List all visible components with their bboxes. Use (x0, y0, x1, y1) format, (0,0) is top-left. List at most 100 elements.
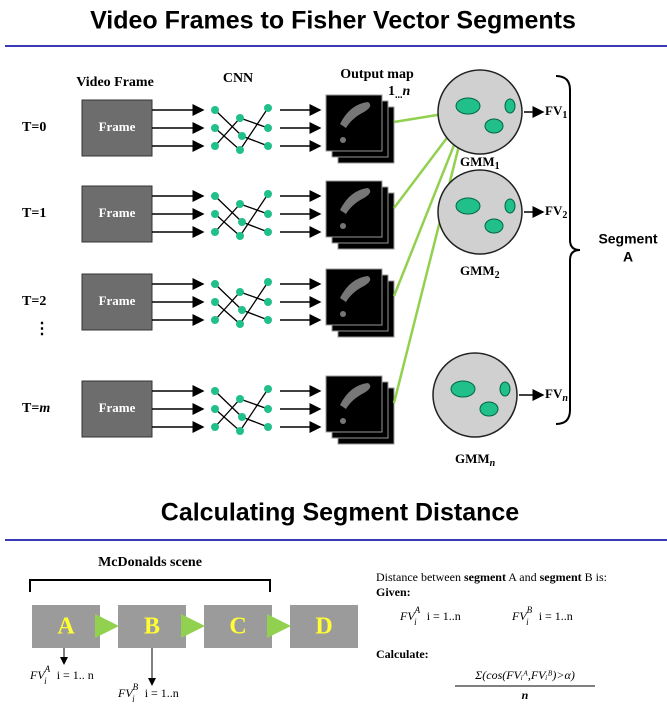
fv-expression: FVBii = 1..n (511, 605, 573, 627)
fv-range: i = 1..n (427, 609, 461, 623)
frame-label: Frame (99, 205, 136, 220)
cnn-node (211, 387, 219, 395)
cnn-node (211, 192, 219, 200)
cnn-node (264, 278, 272, 286)
fv-label: FV2 (545, 203, 567, 221)
time-prefix: T= (22, 294, 39, 309)
map (326, 376, 382, 432)
distance-part: segment (540, 570, 582, 584)
cnn-node (211, 280, 219, 288)
fv-sub: i (526, 617, 529, 627)
cnn-node (238, 306, 246, 314)
map (326, 181, 382, 237)
cnn-edge (240, 204, 268, 214)
gaussian (485, 219, 503, 233)
fv-base: FV (545, 203, 563, 218)
time-index: m (39, 401, 50, 416)
segment-label: Segment (598, 231, 657, 247)
time-prefix: T= (22, 206, 39, 221)
cnn-node (211, 423, 219, 431)
bracket (556, 76, 580, 424)
ellipsis: ⋮ (34, 321, 50, 338)
time-prefix: T= (22, 120, 39, 135)
time-label: T=m (22, 401, 50, 416)
cnn-node (264, 190, 272, 198)
fv-sub: i (44, 676, 47, 686)
gaussian (500, 382, 510, 396)
cnn-node (264, 385, 272, 393)
fv-sub: 2 (562, 210, 567, 221)
gaussian (485, 119, 503, 133)
cnn-node (236, 232, 244, 240)
cnn-node (236, 146, 244, 154)
time-label: T=2 (22, 294, 46, 309)
title: Calculating Segment Distance (161, 499, 520, 527)
cnn-node (264, 316, 272, 324)
cnn-node (238, 218, 246, 226)
cnn-edge (240, 399, 268, 409)
cnn-node (236, 395, 244, 403)
cnn-edge (240, 292, 268, 302)
time-label: T=1 (22, 206, 46, 221)
header: CNN (223, 71, 253, 86)
fv-range: i = 1..n (145, 686, 179, 700)
formula: Σ(cos(FVᵢᴬ,FVᵢᴮ)>α) (474, 668, 575, 682)
cnn-node (264, 228, 272, 236)
gaussian (451, 381, 475, 397)
time-index: 1 (39, 206, 46, 221)
time-index: 0 (39, 120, 46, 135)
gmm-label: GMMn (455, 451, 496, 469)
title: Video Frames to Fisher Vector Segments (90, 7, 576, 35)
cnn-node (236, 320, 244, 328)
cnn-node (264, 298, 272, 306)
distance-part: B is: (582, 570, 607, 584)
map-blob (340, 418, 346, 424)
distance-part: A and (506, 570, 540, 584)
block-label: C (229, 614, 246, 640)
gaussian (480, 402, 498, 416)
time-label: T=0 (22, 120, 46, 135)
gmm-base: GMM (460, 154, 495, 169)
fv-sup: A (414, 605, 421, 615)
cnn-node (236, 114, 244, 122)
distance-part: segment (464, 570, 506, 584)
map-blob (340, 137, 346, 143)
fv-sub: n (562, 393, 568, 404)
frame-label: Frame (99, 293, 136, 308)
gaussian (505, 99, 515, 113)
diagram: Video Frames to Fisher Vector Segments V… (0, 0, 667, 707)
gmm-base: GMM (460, 263, 495, 278)
gmm-sub: n (490, 458, 496, 469)
cnn-node (264, 142, 272, 150)
fv-label: FV1 (545, 103, 567, 121)
cnn-node (211, 228, 219, 236)
gaussian (456, 198, 480, 214)
cnn-node (211, 210, 219, 218)
segment-label: A (623, 249, 633, 265)
cnn-node (211, 405, 219, 413)
cnn-node (211, 142, 219, 150)
cnn-node (264, 405, 272, 413)
fv-expression: FVAii = 1.. n (29, 664, 94, 686)
distance-text: Distance between segment A and segment B… (376, 570, 607, 584)
fv-sub: i (132, 694, 135, 704)
fv-range: i = 1.. n (57, 668, 94, 682)
cnn-node (264, 124, 272, 132)
time-prefix: T= (22, 401, 39, 416)
scene-bracket (30, 580, 270, 592)
cnn-node (264, 104, 272, 112)
map-blob (340, 223, 346, 229)
frame-label: Frame (99, 400, 136, 415)
fv-range: i = 1..n (539, 609, 573, 623)
cnn-node (211, 106, 219, 114)
distance-part: Distance between (376, 570, 464, 584)
cnn-node (238, 413, 246, 421)
gmm-base: GMM (455, 451, 490, 466)
gaussian (505, 199, 515, 213)
gmm-label: GMM2 (460, 263, 500, 281)
cnn-node (238, 132, 246, 140)
fv-base: FV (545, 386, 563, 401)
cnn-node (264, 423, 272, 431)
map (326, 95, 382, 151)
